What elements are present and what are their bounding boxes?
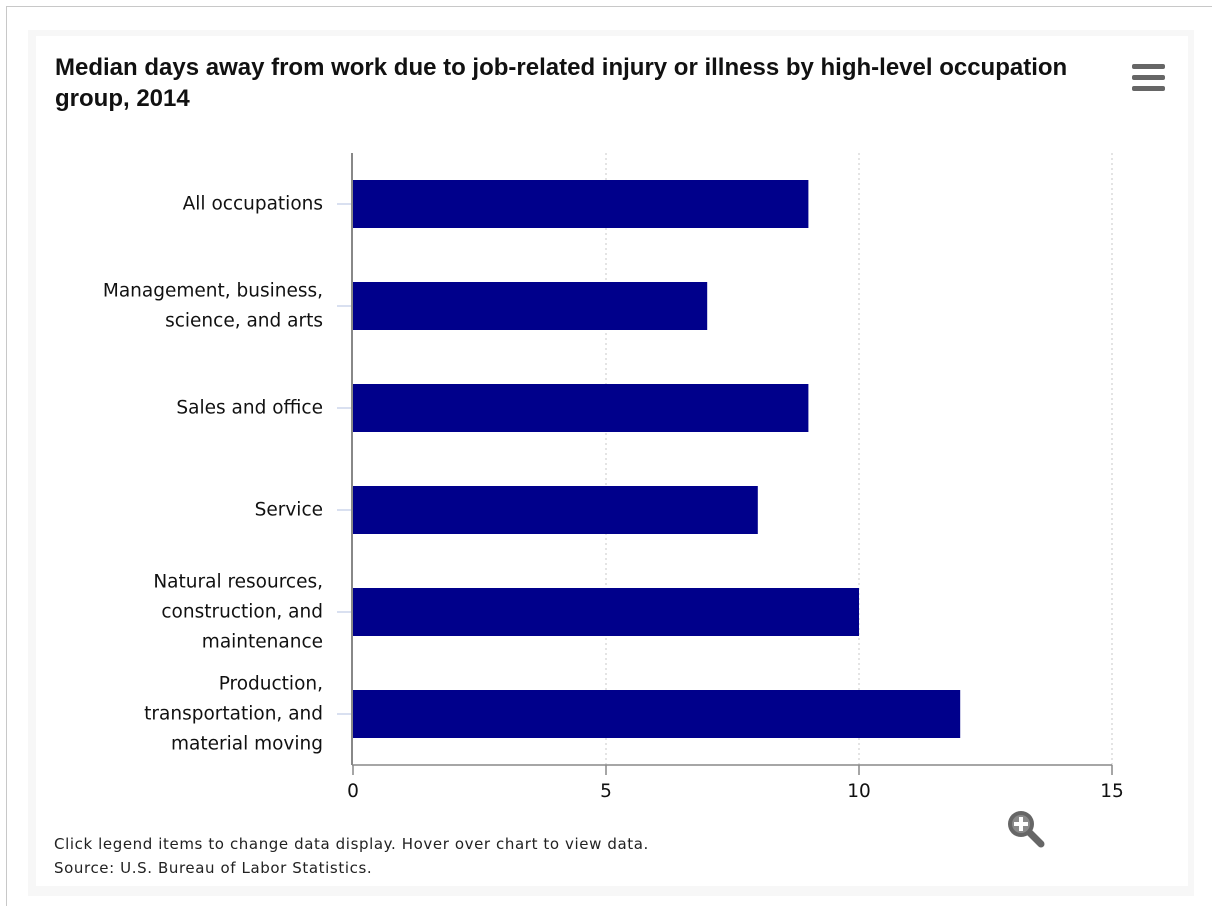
bar[interactable] bbox=[353, 588, 859, 636]
y-tick-label: Sales and office bbox=[176, 398, 323, 419]
y-tick-label: Natural resources, bbox=[153, 572, 323, 593]
bar[interactable] bbox=[353, 180, 809, 228]
footer-source: Source: U.S. Bureau of Labor Statistics. bbox=[54, 859, 373, 877]
footer-note: Click legend items to change data displa… bbox=[54, 835, 649, 853]
y-tick-label: construction, and bbox=[161, 602, 323, 623]
y-tick-label: All occupations bbox=[183, 194, 323, 215]
y-tick-label: Production, bbox=[219, 674, 323, 695]
y-tick-label: maintenance bbox=[202, 632, 323, 653]
y-tick-label: transportation, and bbox=[144, 704, 323, 725]
chart-card bbox=[36, 36, 1188, 886]
y-tick-label: science, and arts bbox=[165, 311, 323, 332]
y-tick-label: material moving bbox=[171, 734, 323, 755]
x-tick-label: 10 bbox=[847, 781, 871, 802]
y-tick-label: Service bbox=[255, 500, 323, 521]
x-tick-label: 5 bbox=[600, 781, 612, 802]
bar[interactable] bbox=[353, 384, 809, 432]
y-tick-label: Management, business, bbox=[103, 281, 323, 302]
bar[interactable] bbox=[353, 690, 961, 738]
x-tick-label: 15 bbox=[1100, 781, 1124, 802]
chart-footer: Click legend items to change data displa… bbox=[54, 832, 649, 880]
x-tick-label: 0 bbox=[347, 781, 359, 802]
zoom-in-icon[interactable] bbox=[1004, 808, 1046, 848]
bar[interactable] bbox=[353, 282, 708, 330]
chart-title: Median days away from work due to job-re… bbox=[55, 54, 1068, 112]
hamburger-menu-icon[interactable] bbox=[1127, 60, 1169, 96]
bar[interactable] bbox=[353, 486, 758, 534]
